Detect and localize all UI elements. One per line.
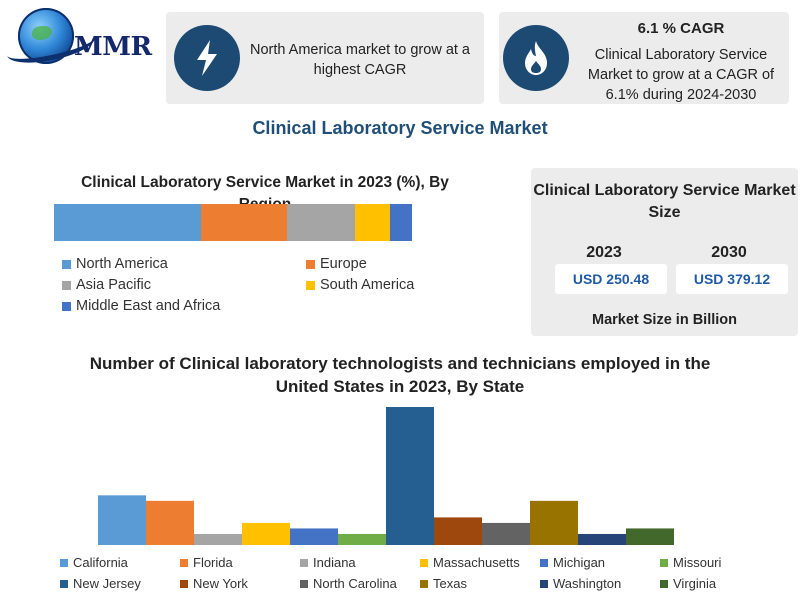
- legend-swatch: [300, 579, 308, 588]
- year-2030-label: 2030: [711, 244, 747, 261]
- north-america-cagr-card: North America market to grow at a highes…: [166, 12, 484, 104]
- region-legend-item: North America: [62, 256, 168, 272]
- cagr-card: 6.1 % CAGR Clinical Laboratory Service M…: [499, 12, 789, 104]
- legend-swatch: [306, 280, 315, 290]
- legend-swatch: [660, 579, 668, 588]
- legend-label: Middle East and Africa: [76, 298, 221, 314]
- state-legend-item: New Jersey: [60, 576, 141, 591]
- legend-swatch: [540, 558, 548, 567]
- legend-label: Texas: [433, 576, 467, 591]
- flame-icon: [503, 25, 569, 91]
- state-bar-indiana: [194, 533, 242, 545]
- legend-swatch: [540, 579, 548, 588]
- state-bar-missouri: [338, 533, 386, 545]
- state-legend-item: Massachusetts: [420, 555, 520, 570]
- legend-label: South America: [320, 277, 415, 293]
- legend-swatch: [660, 558, 668, 567]
- legend-label: North America: [76, 256, 168, 272]
- region-segment-south-america: [354, 204, 391, 241]
- legend-label: New York: [193, 576, 248, 591]
- card1-text: North America market to grow at a highes…: [250, 42, 470, 78]
- state-legend-item: North Carolina: [300, 576, 397, 591]
- value-2023: USD 250.48: [555, 264, 667, 294]
- cagr-title: 6.1 % CAGR: [637, 20, 725, 37]
- legend-label: California: [73, 555, 128, 570]
- legend-swatch: [60, 558, 68, 567]
- state-bar-north-carolina: [482, 522, 530, 545]
- region-legend-item: Middle East and Africa: [62, 298, 220, 314]
- state-bar-massachusetts: [242, 522, 290, 545]
- state-legend-item: Michigan: [540, 555, 605, 570]
- state-legend-item: Virginia: [660, 576, 716, 591]
- region-legend-item: Asia Pacific: [62, 277, 151, 293]
- legend-swatch: [62, 280, 71, 290]
- lightning-bolt-icon: [174, 25, 240, 91]
- legend-label: Washington: [553, 576, 622, 591]
- state-bar-michigan: [290, 528, 338, 545]
- state-legend-item: Washington: [540, 576, 621, 591]
- logo-text: MMR: [74, 32, 152, 62]
- card2-text: Clinical Laboratory Service Market to gr…: [587, 47, 775, 103]
- region-legend: North America Europe Asia Pacific South Ame…: [62, 256, 462, 316]
- market-size-unit: Market Size in Billion: [591, 312, 738, 328]
- market-size-title: Clinical Laboratory Service Market Size: [533, 182, 796, 221]
- market-size-card: Clinical Laboratory Service Market Size …: [531, 168, 798, 336]
- legend-swatch: [60, 579, 68, 588]
- legend-swatch: [300, 558, 308, 567]
- legend-swatch: [420, 579, 428, 588]
- value-2030: USD 379.12: [676, 264, 788, 294]
- state-bar-texas: [530, 500, 578, 545]
- mmr-logo: MMR: [4, 4, 164, 70]
- page-title: Clinical Laboratory Service Market: [252, 118, 548, 138]
- legend-swatch: [180, 558, 188, 567]
- state-bar-new-jersey: [386, 407, 434, 545]
- state-bar-new-york: [434, 517, 482, 545]
- legend-swatch: [306, 259, 315, 269]
- region-segment-middle-east-and-africa: [390, 204, 412, 241]
- region-segment-europe: [200, 204, 287, 241]
- region-segment-north-america: [54, 204, 201, 241]
- state-bar-california: [98, 495, 146, 545]
- globe-icon: [18, 8, 74, 64]
- legend-label: Virginia: [673, 576, 717, 591]
- legend-swatch: [180, 579, 188, 588]
- state-legend: California Florida Indiana Massachusetts Mic…: [0, 555, 800, 595]
- legend-label: Indiana: [313, 555, 356, 570]
- legend-label: Missouri: [673, 555, 722, 570]
- region-stacked-bar: [54, 204, 412, 241]
- state-legend-item: Missouri: [660, 555, 721, 570]
- region-legend-item: Europe: [306, 256, 367, 272]
- legend-label: Asia Pacific: [76, 277, 151, 293]
- legend-label: Michigan: [553, 555, 606, 570]
- legend-swatch: [62, 301, 71, 311]
- year-2023-label: 2023: [586, 244, 622, 261]
- legend-swatch: [62, 259, 71, 269]
- legend-label: Florida: [193, 555, 233, 570]
- state-bar-virginia: [626, 528, 674, 545]
- state-bar-washington: [578, 533, 626, 545]
- legend-label: North Carolina: [313, 576, 397, 591]
- legend-label: Massachusetts: [433, 555, 520, 570]
- state-legend-item: California: [60, 555, 128, 570]
- state-legend-item: Texas: [420, 576, 467, 591]
- legend-label: New Jersey: [73, 576, 141, 591]
- state-legend-item: Florida: [180, 555, 233, 570]
- state-chart-title: Number of Clinical laboratory technologi…: [89, 354, 711, 396]
- state-legend-item: Indiana: [300, 555, 356, 570]
- legend-swatch: [420, 558, 428, 567]
- legend-label: Europe: [320, 256, 367, 272]
- region-segment-asia-pacific: [286, 204, 355, 241]
- state-bar-florida: [146, 500, 194, 545]
- region-legend-item: South America: [306, 277, 414, 293]
- state-legend-item: New York: [180, 576, 248, 591]
